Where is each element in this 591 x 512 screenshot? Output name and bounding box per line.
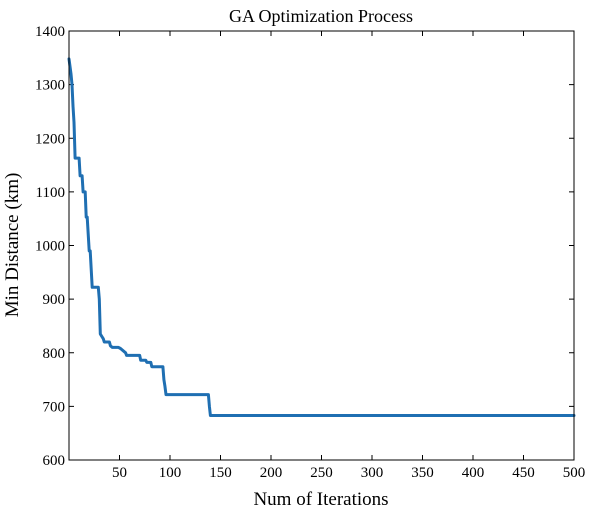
x-tick-label: 300 [361, 465, 384, 481]
y-tick-label: 600 [43, 453, 66, 469]
y-tick-label: 1300 [35, 78, 65, 94]
x-tick-label: 150 [209, 465, 232, 481]
x-tick-label: 400 [462, 465, 485, 481]
x-tick-label: 200 [260, 465, 283, 481]
y-tick-label: 1400 [35, 24, 65, 40]
y-tick-labels: 600 700 800 900 1000 1100 1200 1300 1400 [35, 24, 65, 469]
x-tick-label: 500 [563, 465, 586, 481]
x-tick-labels: 50 100 150 200 250 300 350 400 450 500 [112, 465, 585, 481]
chart-title: GA Optimization Process [229, 6, 413, 26]
y-tick-label: 1100 [36, 185, 65, 201]
y-tick-label: 700 [43, 399, 66, 415]
y-axis-title: Min Distance (km) [2, 173, 23, 318]
y-tick-label: 800 [43, 346, 66, 362]
y-tick-label: 1200 [35, 131, 65, 147]
y-tick-label: 1000 [35, 239, 65, 255]
plot-frame [68, 30, 575, 461]
x-tick-label: 450 [512, 465, 535, 481]
series-line [67, 57, 576, 417]
x-axis-title: Num of Iterations [253, 489, 388, 510]
axis-ticks [69, 30, 575, 461]
x-tick-label: 250 [310, 465, 333, 481]
y-tick-label: 900 [43, 292, 66, 308]
x-tick-label: 50 [112, 465, 127, 481]
x-tick-label: 100 [159, 465, 182, 481]
x-tick-label: 350 [411, 465, 434, 481]
